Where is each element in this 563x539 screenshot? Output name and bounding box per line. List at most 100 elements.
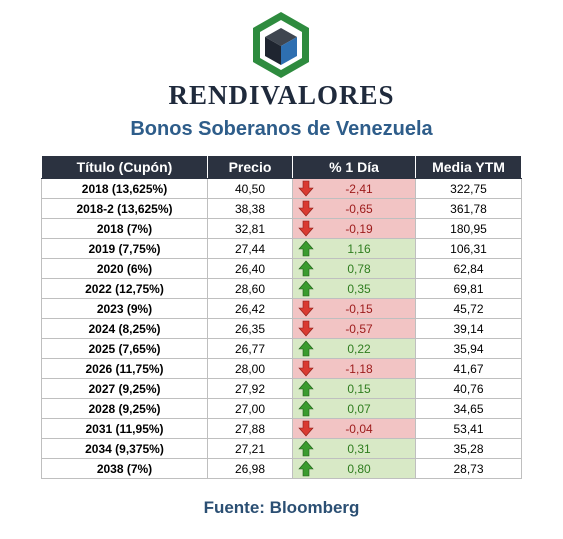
bond-ytm: 35,94 — [415, 338, 522, 359]
bond-title: 2034 (9,375%) — [41, 438, 208, 459]
arrow-up-icon — [297, 240, 315, 257]
bond-price: 27,44 — [207, 238, 293, 259]
table-row: 2018-2 (13,625%) 38,38 -0,65 361,78 — [41, 198, 522, 219]
arrow-up-icon — [297, 380, 315, 397]
arrow-down-icon — [297, 320, 315, 337]
bond-change: -0,04 — [292, 418, 416, 439]
bond-change: -1,18 — [292, 358, 416, 379]
bond-change: -2,41 — [292, 178, 416, 199]
bond-change-value: 0,15 — [347, 381, 371, 396]
bond-ytm: 41,67 — [415, 358, 522, 379]
table-row: 2026 (11,75%) 28,00 -1,18 41,67 — [41, 358, 522, 379]
table-row: 2022 (12,75%) 28,60 0,35 69,81 — [41, 278, 522, 299]
bond-ytm: 322,75 — [415, 178, 522, 199]
bond-ytm: 180,95 — [415, 218, 522, 239]
bond-title: 2018 (13,625%) — [41, 178, 208, 199]
arrow-down-icon — [297, 200, 315, 217]
bond-title: 2028 (9,25%) — [41, 398, 208, 419]
bond-change-value: -0,65 — [345, 201, 373, 216]
bond-price: 27,00 — [207, 398, 293, 419]
bond-price: 26,98 — [207, 458, 293, 479]
arrow-up-icon — [297, 460, 315, 477]
bond-price: 26,40 — [207, 258, 293, 279]
bond-ytm: 361,78 — [415, 198, 522, 219]
bond-ytm: 45,72 — [415, 298, 522, 319]
bond-change-value: -0,57 — [345, 321, 373, 336]
source-note: Fuente: Bloomberg — [203, 498, 360, 517]
bond-title: 2023 (9%) — [41, 298, 208, 319]
table-row: 2018 (13,625%) 40,50 -2,41 322,75 — [41, 178, 522, 199]
bond-price: 38,38 — [207, 198, 293, 219]
brand-name: RENDIVALORES — [168, 80, 395, 110]
arrow-up-icon — [297, 440, 315, 457]
bond-title: 2025 (7,65%) — [41, 338, 208, 359]
table-row: 2024 (8,25%) 26,35 -0,57 39,14 — [41, 318, 522, 339]
table-row: 2019 (7,75%) 27,44 1,16 106,31 — [41, 238, 522, 259]
bond-price: 40,50 — [207, 178, 293, 199]
bond-title: 2020 (6%) — [41, 258, 208, 279]
bond-change-value: 0,80 — [347, 461, 371, 476]
bond-change: 0,78 — [292, 258, 416, 279]
bond-ytm: 69,81 — [415, 278, 522, 299]
bond-price: 27,92 — [207, 378, 293, 399]
bond-change: -0,57 — [292, 318, 416, 339]
bond-ytm: 106,31 — [415, 238, 522, 259]
bond-title: 2018 (7%) — [41, 218, 208, 239]
bond-ytm: 62,84 — [415, 258, 522, 279]
bond-title: 2024 (8,25%) — [41, 318, 208, 339]
bond-change: 0,35 — [292, 278, 416, 299]
bond-change-value: 1,16 — [347, 241, 371, 256]
table-row: 2038 (7%) 26,98 0,80 28,73 — [41, 458, 522, 479]
arrow-down-icon — [297, 300, 315, 317]
arrow-down-icon — [297, 220, 315, 237]
bond-price: 26,42 — [207, 298, 293, 319]
bond-price: 28,00 — [207, 358, 293, 379]
table-row: 2023 (9%) 26,42 -0,15 45,72 — [41, 298, 522, 319]
bond-ytm: 53,41 — [415, 418, 522, 439]
bond-change-value: -0,19 — [345, 221, 373, 236]
arrow-up-icon — [297, 280, 315, 297]
arrow-down-icon — [297, 420, 315, 437]
table-row: 2027 (9,25%) 27,92 0,15 40,76 — [41, 378, 522, 399]
arrow-down-icon — [297, 360, 315, 377]
bond-price: 26,35 — [207, 318, 293, 339]
bond-change: 0,22 — [292, 338, 416, 359]
bond-title: 2022 (12,75%) — [41, 278, 208, 299]
table-row: 2031 (11,95%) 27,88 -0,04 53,41 — [41, 418, 522, 439]
bond-price: 32,81 — [207, 218, 293, 239]
bond-change: 0,07 — [292, 398, 416, 419]
bond-title: 2026 (11,75%) — [41, 358, 208, 379]
table-header-row: Título (Cupón) Precio % 1 Día Media YTM — [41, 155, 522, 179]
bond-ytm: 35,28 — [415, 438, 522, 459]
bond-price: 27,21 — [207, 438, 293, 459]
bond-title: 2019 (7,75%) — [41, 238, 208, 259]
bond-change-value: 0,07 — [347, 401, 371, 416]
bond-ytm: 39,14 — [415, 318, 522, 339]
bond-change: -0,65 — [292, 198, 416, 219]
bond-change-value: -0,04 — [345, 421, 373, 436]
bond-change-value: -2,41 — [345, 181, 373, 196]
report-title: Bonos Soberanos de Venezuela — [130, 118, 433, 140]
header-change: % 1 Día — [292, 155, 416, 179]
arrow-up-icon — [297, 340, 315, 357]
bond-price: 26,77 — [207, 338, 293, 359]
arrow-up-icon — [297, 400, 315, 417]
bond-change-value: 0,31 — [347, 441, 371, 456]
table-row: 2034 (9,375%) 27,21 0,31 35,28 — [41, 438, 522, 459]
header-ytm: Media YTM — [415, 155, 522, 179]
bond-title: 2031 (11,95%) — [41, 418, 208, 439]
bond-price: 27,88 — [207, 418, 293, 439]
bond-change: 1,16 — [292, 238, 416, 259]
bond-change-value: 0,35 — [347, 281, 371, 296]
bond-price: 28,60 — [207, 278, 293, 299]
arrow-up-icon — [297, 260, 315, 277]
bond-title: 2018-2 (13,625%) — [41, 198, 208, 219]
arrow-down-icon — [297, 180, 315, 197]
bond-title: 2038 (7%) — [41, 458, 208, 479]
bond-change-value: 0,22 — [347, 341, 371, 356]
bonds-table: Título (Cupón) Precio % 1 Día Media YTM … — [41, 155, 522, 479]
bond-change: 0,80 — [292, 458, 416, 479]
bond-ytm: 28,73 — [415, 458, 522, 479]
brand-logo — [253, 12, 309, 78]
header-title: Título (Cupón) — [41, 155, 208, 179]
